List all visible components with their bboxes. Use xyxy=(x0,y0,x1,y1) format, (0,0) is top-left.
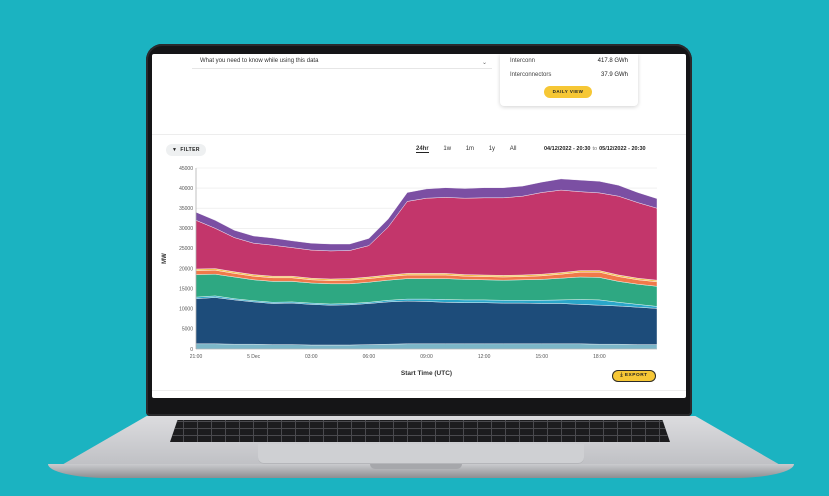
area-series-7 xyxy=(195,189,658,281)
y-tick-label: 20000 xyxy=(179,266,193,272)
divider xyxy=(192,68,492,69)
area-series-8 xyxy=(195,178,658,252)
daily-view-button[interactable]: DAILY VIEW xyxy=(544,86,592,98)
trackpad xyxy=(258,444,584,464)
y-tick-label: 0 xyxy=(190,347,193,353)
laptop-notch xyxy=(370,464,462,469)
chevron-down-icon[interactable]: ⌄ xyxy=(482,60,488,66)
download-icon: ⤓ xyxy=(620,373,625,378)
y-tick-label: 5000 xyxy=(182,327,193,333)
laptop-screen: What you need to know while using this d… xyxy=(152,54,686,398)
y-tick-label: 35000 xyxy=(179,206,193,212)
x-tick-label: 09:00 xyxy=(420,354,433,360)
summary-value: 417.8 GWh xyxy=(597,58,628,64)
date-to: 05/12/2022 - 20:30 xyxy=(599,146,646,152)
x-tick-label: 06:00 xyxy=(363,354,376,360)
y-tick-label: 45000 xyxy=(179,166,193,172)
y-tick-label: 15000 xyxy=(179,286,193,292)
summary-label: Interconn xyxy=(510,58,536,64)
summary-label: Interconnectors xyxy=(510,72,552,78)
filter-button[interactable]: ▼ FILTER xyxy=(166,144,206,156)
export-label: EXPORT xyxy=(624,373,648,378)
x-tick-label: 5 Dec xyxy=(247,354,261,360)
x-tick-label: 18:00 xyxy=(593,354,606,360)
tab-1y[interactable]: 1y xyxy=(488,146,496,152)
range-tabs: 24hr 1w 1m 1y All xyxy=(416,146,529,153)
date-from: 04/12/2022 - 20:30 xyxy=(544,146,591,152)
x-tick-label: 15:00 xyxy=(535,354,548,360)
keyboard xyxy=(170,420,670,442)
filter-label: FILTER xyxy=(180,147,200,153)
y-axis-label: MW xyxy=(162,253,168,264)
summary-value: 37.9 GWh xyxy=(600,72,628,78)
export-button[interactable]: ⤓ EXPORT xyxy=(612,370,656,382)
date-separator: to xyxy=(592,146,598,152)
x-tick-label: 21:00 xyxy=(190,354,203,360)
x-tick-label: 12:00 xyxy=(478,354,491,360)
filter-icon: ▼ xyxy=(172,147,178,153)
y-tick-label: 25000 xyxy=(179,246,193,252)
laptop-front-edge xyxy=(48,464,794,478)
tab-1m[interactable]: 1m xyxy=(465,146,475,152)
x-tick-label: 03:00 xyxy=(305,354,318,360)
y-tick-label: 40000 xyxy=(179,186,193,192)
generation-chart: 0 5000 10000 15000 20000 25000 30000 35000 40000… xyxy=(162,166,658,377)
section-divider xyxy=(152,390,686,391)
tab-all[interactable]: All xyxy=(509,146,517,152)
tab-24hr[interactable]: 24hr xyxy=(416,146,429,153)
summary-card: Interconn 417.8 GWh Interconnectors 37.9… xyxy=(500,54,638,106)
y-tick-label: 10000 xyxy=(179,307,193,313)
section-divider xyxy=(152,134,686,135)
x-axis-label: Start Time (UTC) xyxy=(401,370,452,377)
date-range[interactable]: 04/12/2022 - 20:30 to 05/12/2022 - 20:30 xyxy=(544,146,646,152)
info-accordion-title[interactable]: What you need to know while using this d… xyxy=(200,58,319,64)
y-tick-label: 30000 xyxy=(179,226,193,232)
tab-1w[interactable]: 1w xyxy=(443,146,452,152)
